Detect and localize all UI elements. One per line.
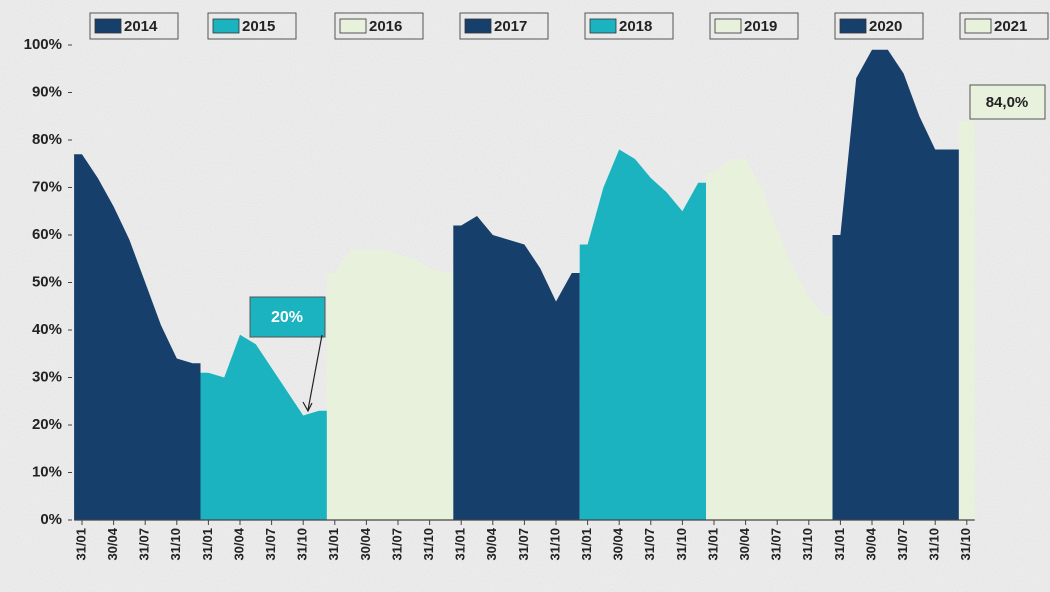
x-tick-label: 31/10 (547, 528, 562, 561)
x-tick-label: 31/01 (832, 528, 847, 561)
legend-label: 2018 (619, 18, 652, 35)
legend-label: 2016 (369, 18, 402, 35)
y-tick-label: 30% (32, 368, 62, 385)
y-tick-label: 40% (32, 321, 62, 338)
x-tick-label: 31/10 (421, 528, 436, 561)
legend-label: 2015 (242, 18, 275, 35)
annotation-box (969, 84, 1046, 120)
legend-swatch (589, 18, 617, 34)
y-tick-label: 20% (32, 416, 62, 433)
y-tick-label: 100% (24, 36, 62, 53)
y-tick-label: 10% (32, 463, 62, 480)
legend-swatch (464, 18, 492, 34)
x-tick-label: 30/04 (231, 527, 246, 560)
x-tick-label: 31/07 (516, 528, 531, 561)
area (200, 334, 327, 520)
x-tick-label: 30/04 (358, 527, 373, 560)
annotation-box (249, 296, 326, 338)
x-tick-label: 31/07 (263, 528, 278, 561)
x-tick-label: 31/01 (73, 528, 88, 561)
area (453, 216, 580, 520)
legend-label: 2017 (494, 18, 527, 35)
x-tick-label: 31/01 (200, 528, 215, 561)
y-tick-label: 80% (32, 131, 62, 148)
x-tick-label: 30/04 (611, 527, 626, 560)
area (579, 149, 707, 520)
area (706, 159, 833, 520)
legend-frame (459, 12, 549, 40)
area (326, 249, 454, 520)
x-tick-label: 31/10 (168, 528, 183, 561)
x-tick-label: 31/07 (389, 528, 404, 561)
legend-frame (89, 12, 179, 40)
x-tick-label: 31/07 (895, 528, 910, 561)
x-tick-label: 30/04 (105, 527, 120, 560)
legend-swatch (714, 18, 742, 34)
x-tick-label: 31/01 (326, 528, 341, 561)
legend-label: 2020 (869, 18, 902, 35)
x-tick-label: 31/07 (769, 528, 784, 561)
x-tick-label: 30/04 (863, 527, 878, 560)
legend-frame (207, 12, 297, 40)
area (832, 49, 959, 520)
x-tick-label: 31/01 (705, 528, 720, 561)
x-tick-label: 31/10 (295, 528, 310, 561)
area (74, 154, 201, 520)
legend-frame (584, 12, 674, 40)
x-tick-label: 31/10 (800, 528, 815, 561)
legend-frame (959, 12, 1049, 40)
legend-swatch (339, 18, 367, 34)
annotation-arrowhead (302, 401, 313, 413)
legend-label: 2014 (124, 18, 158, 35)
y-tick-label: 50% (32, 273, 62, 290)
legend-swatch (94, 18, 122, 34)
x-tick-label: 31/07 (642, 528, 657, 561)
y-tick-label: 70% (32, 178, 62, 195)
annotation-arrow (307, 334, 323, 411)
x-tick-label: 31/10 (674, 528, 689, 561)
x-tick-label: 31/10 (927, 528, 942, 561)
x-tick-label: 31/01 (579, 528, 594, 561)
area (958, 121, 975, 520)
y-tick-label: 0% (40, 511, 62, 528)
legend-frame (334, 12, 424, 40)
x-tick-label: 31/10 (958, 528, 973, 561)
y-tick-label: 90% (32, 83, 62, 100)
x-tick-label: 30/04 (737, 527, 752, 560)
x-tick-label: 30/04 (484, 527, 499, 560)
x-tick-label: 31/07 (137, 528, 152, 561)
annotation: 20% (271, 309, 303, 326)
legend-label: 2021 (994, 18, 1027, 35)
legend-frame (709, 12, 799, 40)
legend-label: 2019 (744, 18, 777, 35)
legend-swatch (212, 18, 240, 34)
legend-swatch (839, 18, 867, 34)
annotation: 84,0% (986, 94, 1029, 111)
x-tick-label: 31/01 (453, 528, 468, 561)
y-tick-label: 60% (32, 226, 62, 243)
legend-swatch (964, 18, 992, 34)
legend-frame (834, 12, 924, 40)
